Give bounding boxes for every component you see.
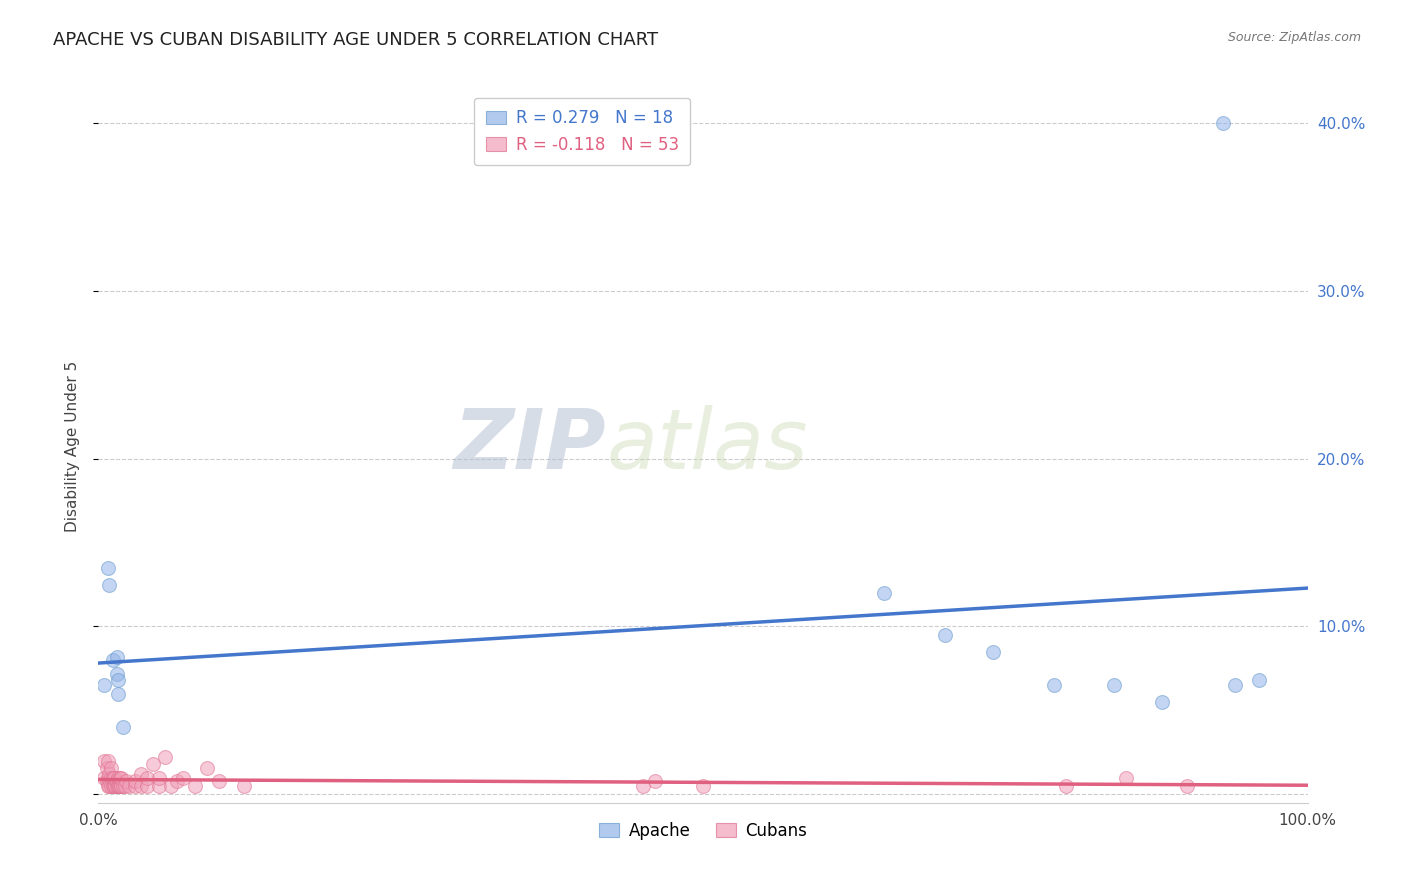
Point bbox=[100, 771, 122, 785]
Point bbox=[1152, 695, 1174, 709]
Text: atlas: atlas bbox=[606, 406, 808, 486]
Point bbox=[104, 779, 127, 793]
Point bbox=[97, 779, 120, 793]
Point bbox=[98, 577, 121, 591]
Point bbox=[111, 779, 134, 793]
Point bbox=[103, 779, 125, 793]
Point bbox=[100, 760, 122, 774]
Point bbox=[110, 771, 132, 785]
Legend: Apache, Cubans: Apache, Cubans bbox=[591, 814, 815, 848]
Point bbox=[1115, 771, 1137, 785]
Point bbox=[1054, 779, 1077, 793]
Point bbox=[631, 779, 654, 793]
Point bbox=[111, 720, 134, 734]
Point bbox=[166, 774, 188, 789]
Point bbox=[105, 774, 128, 789]
Point bbox=[108, 771, 131, 785]
Point bbox=[232, 779, 254, 793]
Point bbox=[93, 771, 115, 785]
Point bbox=[107, 779, 129, 793]
Point bbox=[93, 678, 115, 692]
Point bbox=[135, 779, 157, 793]
Text: Source: ZipAtlas.com: Source: ZipAtlas.com bbox=[1227, 31, 1361, 45]
Point bbox=[153, 750, 176, 764]
Point bbox=[129, 767, 152, 781]
Point bbox=[103, 771, 125, 785]
Point bbox=[96, 774, 118, 789]
Point bbox=[105, 649, 128, 664]
Point bbox=[100, 779, 122, 793]
Point bbox=[108, 779, 131, 793]
Point bbox=[115, 774, 138, 789]
Point bbox=[107, 673, 129, 688]
Point bbox=[1102, 678, 1125, 692]
Point bbox=[105, 666, 128, 681]
Point bbox=[97, 754, 120, 768]
Y-axis label: Disability Age Under 5: Disability Age Under 5 bbox=[65, 360, 80, 532]
Text: ZIP: ZIP bbox=[454, 406, 606, 486]
Point bbox=[101, 779, 124, 793]
Point bbox=[1042, 678, 1064, 692]
Point bbox=[101, 653, 124, 667]
Point bbox=[148, 779, 170, 793]
Point bbox=[1212, 116, 1234, 130]
Text: APACHE VS CUBAN DISABILITY AGE UNDER 5 CORRELATION CHART: APACHE VS CUBAN DISABILITY AGE UNDER 5 C… bbox=[53, 31, 658, 49]
Point bbox=[148, 771, 170, 785]
Point bbox=[644, 774, 666, 789]
Point bbox=[160, 779, 183, 793]
Point bbox=[172, 771, 194, 785]
Point bbox=[101, 771, 124, 785]
Point bbox=[692, 779, 714, 793]
Point bbox=[97, 771, 120, 785]
Point bbox=[124, 774, 146, 789]
Point bbox=[1249, 673, 1271, 688]
Point bbox=[129, 779, 152, 793]
Point bbox=[108, 779, 131, 793]
Point bbox=[873, 586, 896, 600]
Point bbox=[208, 774, 231, 789]
Point bbox=[1223, 678, 1246, 692]
Point bbox=[107, 771, 129, 785]
Point bbox=[110, 779, 132, 793]
Point bbox=[142, 757, 165, 772]
Point bbox=[105, 779, 128, 793]
Point bbox=[96, 760, 118, 774]
Point bbox=[97, 560, 120, 574]
Point bbox=[135, 771, 157, 785]
Point bbox=[1175, 779, 1198, 793]
Point bbox=[934, 628, 956, 642]
Point bbox=[184, 779, 207, 793]
Point bbox=[98, 779, 121, 793]
Point bbox=[107, 687, 129, 701]
Point bbox=[93, 754, 115, 768]
Point bbox=[981, 645, 1004, 659]
Point bbox=[118, 779, 141, 793]
Point bbox=[114, 779, 136, 793]
Point bbox=[195, 760, 218, 774]
Point bbox=[98, 767, 121, 781]
Point bbox=[124, 779, 146, 793]
